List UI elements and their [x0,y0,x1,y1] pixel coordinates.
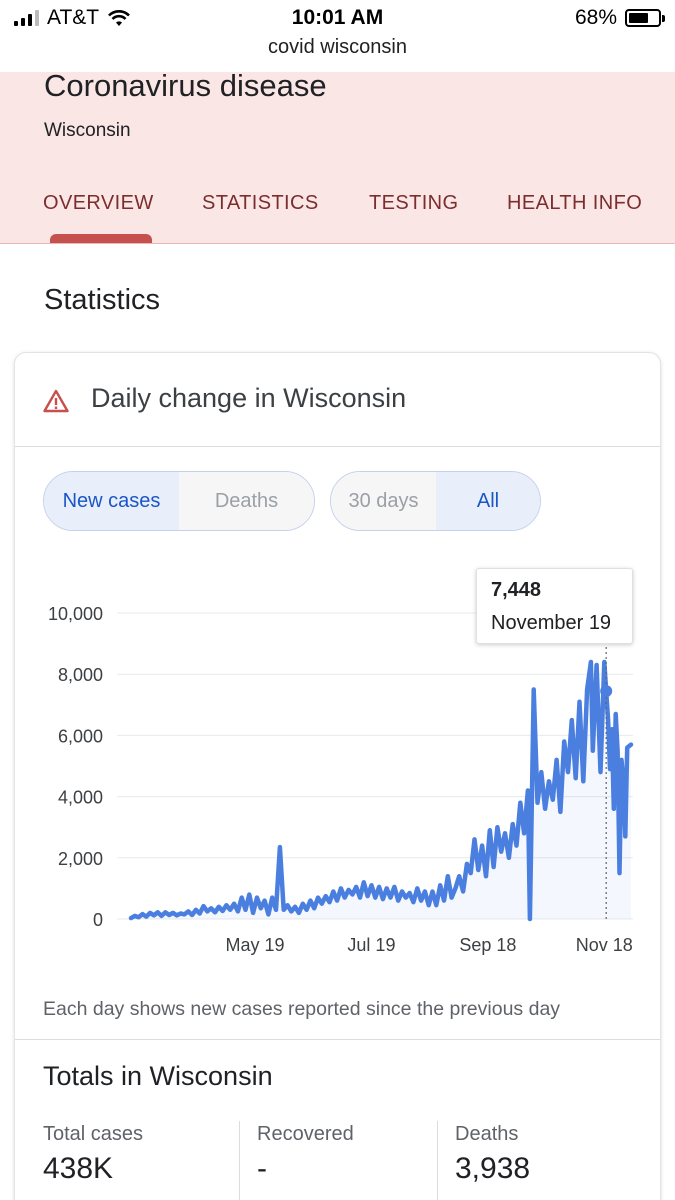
battery-percent: 68% [574,6,617,29]
carrier-group: AT&T [14,6,131,30]
totals-title: Totals in Wisconsin [43,1061,273,1091]
y-tick-label: 4,000 [58,788,103,808]
daily-cases-chart[interactable]: 0 2,000 4,000 6,000 8,000 10,000 May 19 Jul 19 S… [15,553,660,973]
battery-icon [625,9,665,27]
battery-level [629,13,649,23]
location-subtitle: Wisconsin [44,120,131,141]
x-tick-label: May 19 [226,935,285,955]
stat-divider [239,1121,240,1200]
card-title: Daily change in Wisconsin [91,383,407,413]
wifi-icon [108,10,131,26]
tab-health-info[interactable]: HEALTH INFO [507,192,643,214]
y-tick-label: 6,000 [58,726,103,746]
chart-footnote: Each day shows new cases reported since … [43,998,561,1020]
carrier-label: AT&T [47,6,100,29]
stat-divider [437,1121,438,1200]
address-bar[interactable]: covid wisconsin [268,36,407,58]
battery-group: 68% [574,6,665,30]
stat-label: Deaths [455,1123,519,1145]
30-days-toggle[interactable]: 30 days [331,472,436,530]
stat-value: 3,938 [455,1152,531,1185]
stat-recovered: Recovered - [257,1123,354,1200]
stat-total-cases: Total cases 438K [43,1123,143,1200]
daily-change-card: Daily change in Wisconsin New cases Deat… [14,352,661,1200]
series-area [131,662,631,919]
x-tick-label: Jul 19 [347,935,395,955]
clock: 10:01 AM [291,6,384,29]
card-header: Daily change in Wisconsin [15,353,660,447]
range-toggle: 30 days All [330,471,541,531]
active-tab-indicator [50,234,152,243]
all-toggle[interactable]: All [436,472,540,530]
y-tick-label: 0 [93,910,103,930]
series-line [128,659,634,922]
section-title: Statistics [44,284,161,316]
y-tick-label: 10,000 [48,604,103,624]
new-cases-toggle[interactable]: New cases [44,472,179,530]
highlight-point [600,685,613,698]
deaths-toggle[interactable]: Deaths [179,472,314,530]
status-bar: AT&T 10:01 AM covid wisconsin 68% [0,0,675,72]
tab-statistics[interactable]: STATISTICS [202,192,319,214]
stat-value: - [257,1152,267,1185]
metric-toggle: New cases Deaths [43,471,315,531]
y-tick-label: 2,000 [58,849,103,869]
stat-value: 438K [43,1152,114,1185]
stat-deaths: Deaths 3,938 [455,1123,530,1200]
warning-icon [43,389,69,413]
knowledge-header: Coronavirus disease Wisconsin OVERVIEW S… [0,72,675,244]
tab-bar: OVERVIEW STATISTICS TESTING HEALTH INFO [0,186,675,243]
tooltip-value: 7,448 [491,579,542,601]
tab-overview[interactable]: OVERVIEW [43,192,154,214]
tab-testing[interactable]: TESTING [369,192,459,214]
y-tick-label: 8,000 [58,665,103,685]
x-tick-label: Nov 18 [576,935,633,955]
stat-label: Recovered [257,1123,354,1145]
tooltip-date: November 19 [491,612,612,634]
page-title: Coronavirus disease [44,72,327,103]
signal-icon [14,10,39,26]
x-tick-label: Sep 18 [459,935,516,955]
divider [15,1039,660,1040]
chart-tooltip: 7,448 November 19 [476,568,633,644]
stat-label: Total cases [43,1123,144,1145]
